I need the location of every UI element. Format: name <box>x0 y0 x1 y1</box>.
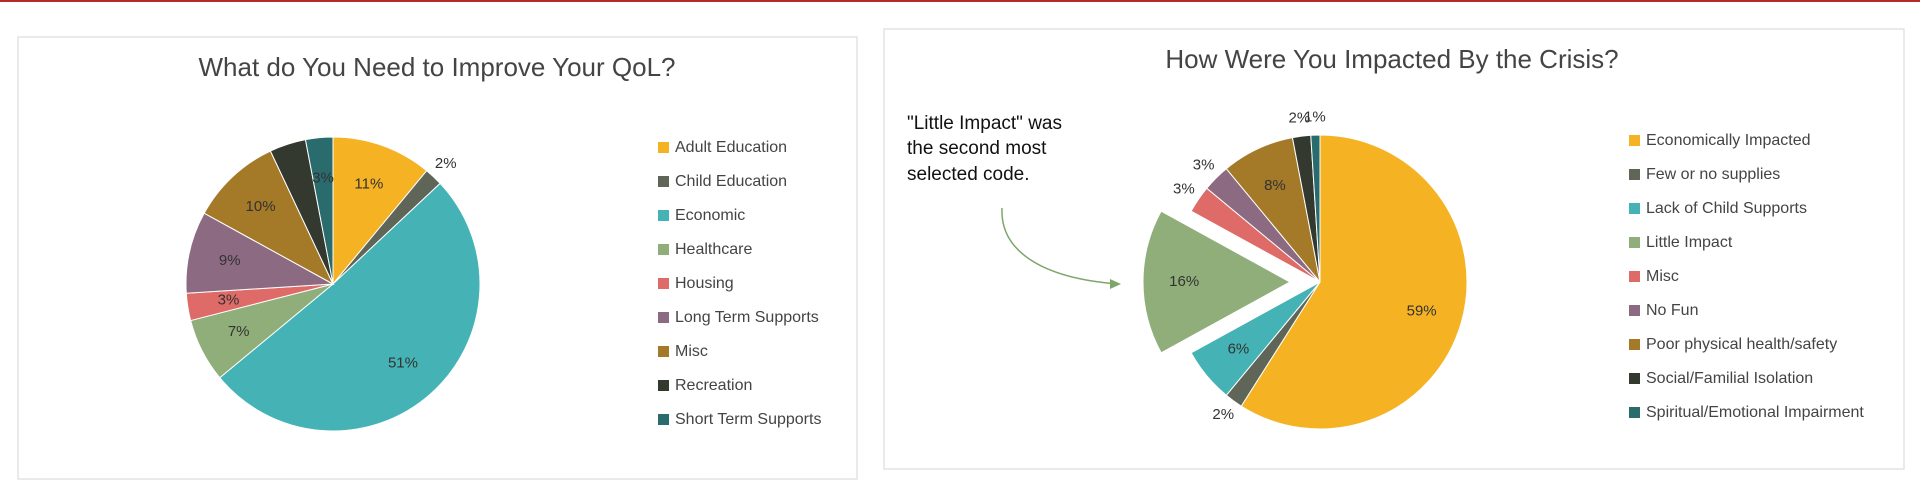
pie-slice <box>332 136 428 286</box>
pie-slice <box>1310 134 1321 283</box>
legend-label: Little Impact <box>1646 234 1733 251</box>
legend-swatch <box>1629 271 1640 282</box>
pie-slice <box>203 150 335 286</box>
legend-label: Social/Familial Isolation <box>1646 370 1813 387</box>
legend-swatch <box>1629 407 1640 418</box>
legend-swatch <box>658 346 669 357</box>
legend-swatch <box>658 142 669 153</box>
data-label: 9% <box>219 252 241 269</box>
pie-slice <box>1240 134 1468 430</box>
data-label: 1% <box>1304 108 1326 125</box>
data-label: 7% <box>228 323 250 340</box>
data-label: 3% <box>312 170 334 187</box>
legend-swatch <box>1629 373 1640 384</box>
legend-label: Long Term Supports <box>675 309 819 326</box>
legend-swatch <box>658 380 669 391</box>
data-label: 59% <box>1407 302 1437 319</box>
annotation-arrow <box>1001 207 1119 285</box>
chart-title: How Were You Impacted By the Crisis? <box>1165 44 1618 74</box>
annotation: "Little Impact" was <box>907 113 1062 134</box>
legend-label: Economically Impacted <box>1646 132 1811 149</box>
legend-swatch <box>1629 203 1640 214</box>
legend-swatch <box>658 312 669 323</box>
chart-title: What do You Need to Improve Your QoL? <box>198 52 675 82</box>
pie-slice <box>304 136 334 285</box>
legend-swatch <box>1629 237 1640 248</box>
data-label: 3% <box>1173 180 1195 197</box>
legend-label: Child Education <box>675 173 787 190</box>
data-label: 11% <box>354 175 383 192</box>
data-label: 8% <box>1264 177 1286 194</box>
legend-label: Poor physical health/safety <box>1646 336 1837 353</box>
legend-swatch <box>1629 305 1640 316</box>
legend-label: Spiritual/Emotional Impairment <box>1646 404 1864 421</box>
legend-label: Few or no supplies <box>1646 166 1780 183</box>
top-border <box>0 0 1920 2</box>
pie-slice <box>1142 210 1292 354</box>
plots: 11% Adult Education 2% Child Education 51% Ec… <box>185 108 1864 432</box>
legend-swatch <box>1629 339 1640 350</box>
legend-swatch <box>658 244 669 255</box>
legend-swatch <box>658 176 669 187</box>
legend-label: Economic <box>675 207 745 224</box>
arrow-head <box>1110 279 1121 289</box>
data-label: 51% <box>388 354 418 371</box>
legend-label: No Fun <box>1646 302 1698 319</box>
legend-label: Short Term Supports <box>675 411 821 428</box>
annotation: the second most <box>907 138 1047 159</box>
data-label: 2% <box>1212 406 1234 423</box>
data-label: 6% <box>1228 340 1250 357</box>
legend-label: Healthcare <box>675 241 752 258</box>
annotation: selected code. <box>907 164 1030 185</box>
data-label: 2% <box>435 155 457 172</box>
legend-swatch <box>1629 169 1640 180</box>
pie-slice <box>185 212 335 294</box>
legend-swatch <box>658 278 669 289</box>
legend-label: Lack of Child Supports <box>1646 200 1807 217</box>
legend-label: Misc <box>1646 268 1679 285</box>
data-label: 16% <box>1169 273 1199 290</box>
legend-swatch <box>1629 135 1640 146</box>
legend-swatch <box>658 414 669 425</box>
data-label: 3% <box>1193 157 1215 174</box>
legend-label: Misc <box>675 343 708 360</box>
data-label: 3% <box>218 292 240 309</box>
legend-label: Adult Education <box>675 139 787 156</box>
legend-label: Housing <box>675 275 734 292</box>
legend-label: Recreation <box>675 377 752 394</box>
data-label: 10% <box>246 198 276 215</box>
pie-slice <box>1190 281 1321 396</box>
data-label: 2% <box>1289 110 1311 127</box>
pie-slice <box>219 182 481 432</box>
legend-swatch <box>658 210 669 221</box>
